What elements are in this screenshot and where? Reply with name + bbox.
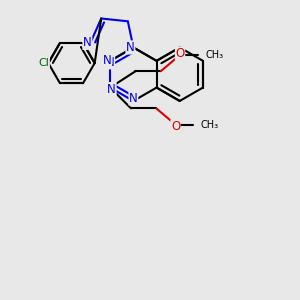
Text: O: O xyxy=(171,120,180,133)
Text: N: N xyxy=(107,82,116,96)
Text: CH₃: CH₃ xyxy=(201,120,219,130)
Text: N: N xyxy=(106,56,115,69)
Text: Cl: Cl xyxy=(38,58,49,68)
Text: O: O xyxy=(176,47,185,60)
Text: CH₃: CH₃ xyxy=(205,50,224,60)
Text: N: N xyxy=(126,41,135,54)
Text: N: N xyxy=(129,92,138,105)
Text: N: N xyxy=(103,54,112,67)
Text: N: N xyxy=(83,36,92,50)
